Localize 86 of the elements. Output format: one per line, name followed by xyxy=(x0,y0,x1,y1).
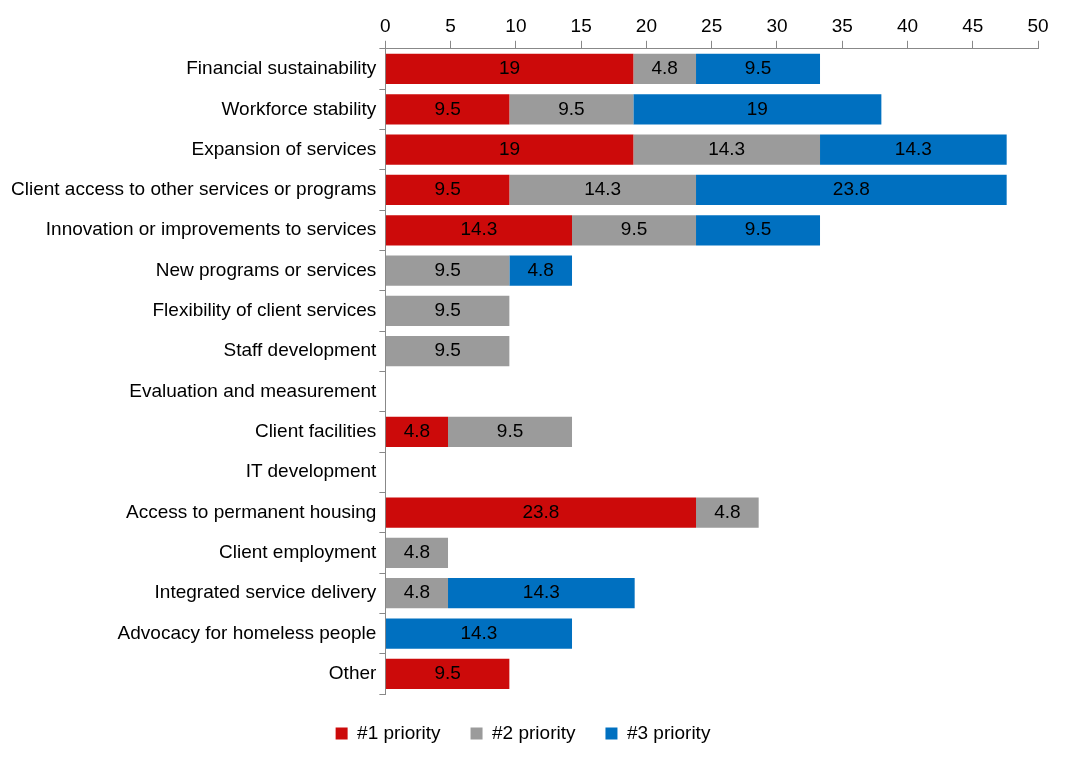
data-label: 4.8 xyxy=(403,581,431,603)
bar xyxy=(633,53,697,85)
data-label: 9.5 xyxy=(620,218,648,240)
bar xyxy=(385,134,634,165)
y-tick-label: Financial sustainability xyxy=(186,57,377,79)
data-label: 19 xyxy=(746,97,768,119)
bar xyxy=(385,215,573,246)
bar xyxy=(385,94,510,125)
y-tick-label: Access to permanent housing xyxy=(126,500,377,522)
y-tick-label: Integrated service delivery xyxy=(154,581,377,603)
data-label: 14.3 xyxy=(708,137,746,159)
x-tick-label: 15 xyxy=(570,14,592,36)
data-label: 4.8 xyxy=(527,258,554,280)
data-label: 4.8 xyxy=(403,420,431,442)
bar xyxy=(385,416,449,448)
bar xyxy=(633,134,821,165)
bar xyxy=(385,537,449,568)
legend-label: #1 priority xyxy=(357,721,442,743)
y-tick-label: New programs or services xyxy=(155,258,377,280)
y-tick-label: Evaluation and measurement xyxy=(129,379,378,401)
bar xyxy=(385,174,510,206)
bar xyxy=(509,94,634,125)
data-label: 9.5 xyxy=(434,258,461,280)
data-label: 23.8 xyxy=(522,500,560,522)
data-label: 4.8 xyxy=(651,57,678,79)
legend-label: #2 priority xyxy=(492,721,576,743)
x-tick-label: 45 xyxy=(962,14,984,36)
bar xyxy=(696,53,821,85)
bar xyxy=(696,174,1007,206)
data-label: 9.5 xyxy=(434,178,461,200)
bar xyxy=(385,497,697,528)
bar xyxy=(448,578,635,609)
y-tick-label: Client facilities xyxy=(254,420,377,442)
data-label: 14.3 xyxy=(460,218,498,240)
x-tick-label: 40 xyxy=(896,14,919,36)
bar xyxy=(385,295,510,327)
y-tick-label: Other xyxy=(328,662,378,684)
bar xyxy=(820,134,1007,165)
bar xyxy=(385,618,573,649)
bar xyxy=(509,174,697,206)
data-label: 4.8 xyxy=(714,500,741,522)
x-tick-label: 5 xyxy=(445,14,456,36)
bar xyxy=(448,416,573,448)
bar xyxy=(633,94,882,125)
y-tick-label: Workforce stability xyxy=(221,97,377,119)
data-label: 9.5 xyxy=(434,339,461,361)
data-label: 14.3 xyxy=(522,581,560,603)
data-label: 9.5 xyxy=(496,420,524,442)
y-tick-label: Innovation or improvements to services xyxy=(45,218,377,240)
x-tick-label: 0 xyxy=(380,14,391,36)
data-label: 9.5 xyxy=(744,218,772,240)
x-tick-label: 25 xyxy=(701,14,723,36)
y-tick-label: Client employment xyxy=(219,541,378,563)
data-label: 9.5 xyxy=(434,662,461,684)
x-tick-label: 10 xyxy=(505,14,527,36)
data-label: 14.3 xyxy=(460,621,498,643)
legend-label: #3 priority xyxy=(626,721,711,743)
x-tick-label: 20 xyxy=(635,14,657,36)
bar xyxy=(385,255,510,286)
data-label: 14.3 xyxy=(584,178,622,200)
bar xyxy=(385,578,449,609)
bar xyxy=(696,497,759,528)
data-label: 9.5 xyxy=(558,97,585,119)
y-tick-label: Staff development xyxy=(223,339,378,361)
y-tick-label: Client access to other services or programs xyxy=(10,178,377,200)
y-tick-label: Expansion of services xyxy=(191,137,377,159)
data-label: 23.8 xyxy=(832,178,870,200)
bar xyxy=(385,658,510,689)
bar xyxy=(509,255,573,286)
data-label: 19 xyxy=(499,137,521,159)
x-tick-label: 35 xyxy=(831,14,853,36)
y-tick-label: Advocacy for homeless people xyxy=(117,621,377,643)
bar xyxy=(385,53,634,85)
data-label: 14.3 xyxy=(894,137,932,159)
x-tick-label: 30 xyxy=(766,14,788,36)
x-tick-label: 50 xyxy=(1027,14,1049,36)
data-label: 9.5 xyxy=(434,97,461,119)
data-label: 9.5 xyxy=(434,299,461,321)
bar xyxy=(572,215,697,246)
bar xyxy=(696,215,821,246)
data-label: 19 xyxy=(499,57,521,79)
data-label: 4.8 xyxy=(403,541,431,563)
y-tick-label: IT development xyxy=(245,460,378,482)
bar xyxy=(385,336,510,367)
data-label: 9.5 xyxy=(744,57,772,79)
y-tick-label: Flexibility of client services xyxy=(152,299,377,321)
